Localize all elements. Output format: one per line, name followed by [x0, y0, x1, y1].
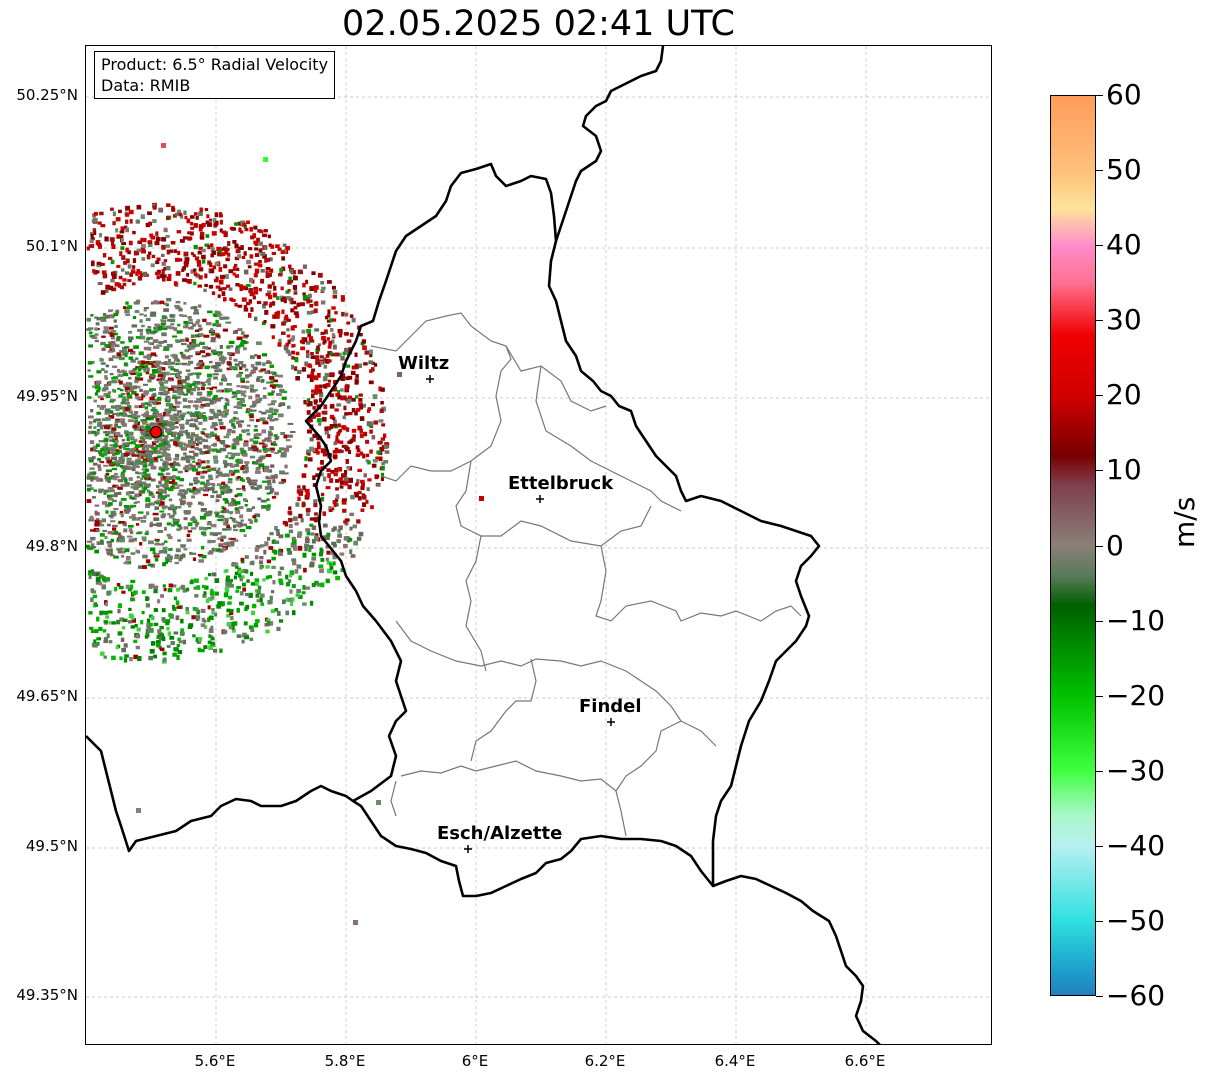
lon-label: 6.4°E: [714, 1052, 756, 1070]
lat-label: 50.25°N: [16, 86, 78, 104]
lon-label: 6.6°E: [844, 1052, 886, 1070]
lon-label: 6°E: [461, 1052, 489, 1070]
city-marker-findel: [607, 718, 615, 726]
colorbar-tick: [1096, 545, 1103, 547]
colorbar-tick: [1096, 245, 1103, 247]
colorbar-tick-label: 40: [1106, 228, 1142, 262]
lat-label: 49.65°N: [16, 687, 78, 705]
colorbar-tick: [1096, 95, 1103, 96]
colorbar-tick: [1096, 470, 1103, 472]
lon-label: 5.6°E: [194, 1052, 236, 1070]
radar-echoes: [86, 143, 484, 925]
colorbar-tick-label: −30: [1106, 753, 1166, 787]
colorbar-tick-label: −60: [1106, 979, 1166, 1012]
lon-gridlines: [215, 46, 867, 1044]
belgium-france-border: [86, 735, 354, 853]
map-area[interactable]: Wiltz Ettelbruck Findel Esch/Alzette: [85, 45, 992, 1045]
product-line: Product: 6.5° Radial Velocity: [101, 55, 329, 74]
lon-label: 6.2°E: [584, 1052, 626, 1070]
lat-label: 49.95°N: [16, 387, 78, 405]
colorbar-tick-label: −50: [1106, 903, 1166, 937]
luxembourg-border: [304, 162, 821, 898]
city-markers: [426, 375, 615, 853]
product-info-box: Product: 6.5° Radial Velocity Data: RMIB: [94, 51, 336, 99]
colorbar-tick-label: −10: [1106, 603, 1166, 637]
data-source-line: Data: RMIB: [101, 76, 191, 95]
colorbar-tick: [1096, 920, 1103, 922]
colorbar-tick: [1096, 395, 1103, 397]
radar-site-marker: [150, 426, 162, 438]
lat-label: 49.5°N: [25, 837, 78, 855]
colorbar-tick: [1096, 770, 1103, 772]
map-canvas: Wiltz Ettelbruck Findel Esch/Alzette: [86, 46, 991, 1044]
colorbar: [1050, 95, 1096, 996]
colorbar-tick-label: 30: [1106, 303, 1142, 337]
colorbar-tick-label: 0: [1106, 528, 1124, 562]
colorbar-tick-label: 50: [1106, 153, 1142, 187]
colorbar-tick: [1096, 620, 1103, 622]
city-label-findel: Findel: [579, 696, 642, 717]
city-marker-esch: [464, 845, 472, 853]
city-marker-wiltz: [426, 375, 434, 383]
city-label-wiltz: Wiltz: [398, 353, 449, 374]
colorbar-tick: [1096, 170, 1103, 172]
germany-france-east-border: [712, 874, 881, 1044]
colorbar-tick: [1096, 996, 1103, 997]
colorbar-unit: m/s: [1168, 496, 1201, 548]
city-label-ettelbruck: Ettelbruck: [508, 473, 614, 494]
country-borders: [86, 46, 881, 1044]
germany-france-border: [554, 46, 665, 242]
colorbar-tick-label: 20: [1106, 378, 1142, 412]
lon-label: 5.8°E: [324, 1052, 366, 1070]
city-marker-ettelbruck: [536, 495, 544, 503]
lat-label: 49.35°N: [16, 986, 78, 1004]
city-label-esch: Esch/Alzette: [437, 823, 562, 844]
colorbar-tick-label: 10: [1106, 453, 1142, 487]
colorbar-tick: [1096, 320, 1103, 322]
map-title: 02.05.2025 02:41 UTC: [342, 4, 735, 44]
city-labels: Wiltz Ettelbruck Findel Esch/Alzette: [398, 353, 642, 844]
colorbar-tick: [1096, 695, 1103, 697]
lat-label: 50.1°N: [25, 237, 78, 255]
canton-borders: [370, 312, 802, 837]
colorbar-tick-label: 60: [1106, 78, 1142, 111]
colorbar-tick-label: −40: [1106, 828, 1166, 862]
lat-label: 49.8°N: [25, 537, 78, 555]
colorbar-tick-label: −20: [1106, 678, 1166, 712]
colorbar-tick: [1096, 845, 1103, 847]
